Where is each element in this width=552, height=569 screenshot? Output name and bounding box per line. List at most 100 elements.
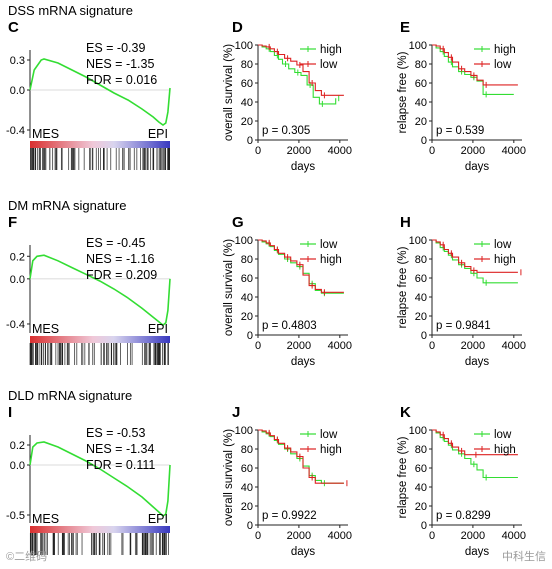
os-y-tick-label: 60 <box>241 463 253 475</box>
rf-p-value: p = 0.8299 <box>436 510 491 522</box>
os-panel-letter: G <box>232 214 244 231</box>
section-title: DSS mRNA signature <box>8 3 133 18</box>
os-y-tick-label: 100 <box>235 235 253 247</box>
rf-y-tick-label: 40 <box>415 482 427 494</box>
rf-p-value: p = 0.539 <box>436 125 484 137</box>
rf-x-axis-label: days <box>465 546 490 558</box>
gsea-es-value: ES = -0.45 <box>86 236 145 250</box>
gsea-nes-value: NES = -1.16 <box>86 252 154 266</box>
rf-x-tick-label: 4000 <box>502 530 526 542</box>
os-p-value: p = 0.305 <box>262 125 310 137</box>
os-y-axis-label: overall survival (%) <box>223 429 235 526</box>
gsea-y-tick-label: 0.0 <box>10 85 25 97</box>
os-x-tick-label: 2000 <box>287 340 311 352</box>
rf-x-tick-label: 4000 <box>502 340 526 352</box>
rf-y-tick-label: 0 <box>421 520 427 532</box>
section-title: DM mRNA signature <box>8 198 126 213</box>
gsea-y-tick-label: -0.4 <box>6 125 25 137</box>
os-y-tick-label: 60 <box>241 78 253 90</box>
gsea-y-tick-label: 0.0 <box>10 460 25 472</box>
rf-legend-label: high <box>494 444 516 456</box>
gsea-left-label: MES <box>32 322 59 336</box>
gsea-rank-gradient-bar <box>30 141 170 148</box>
rf-y-axis-label: relapse free (%) <box>397 51 409 133</box>
os-x-tick-label: 4000 <box>328 340 352 352</box>
gsea-fdr-value: FDR = 0.209 <box>86 268 157 282</box>
rf-x-tick-label: 0 <box>429 530 435 542</box>
os-y-tick-label: 20 <box>241 501 253 513</box>
gsea-panel-letter: F <box>8 214 17 231</box>
gsea-es-value: ES = -0.39 <box>86 41 145 55</box>
gsea-y-tick-label: 0.3 <box>10 55 25 67</box>
os-p-value: p = 0.4803 <box>262 320 317 332</box>
rf-x-tick-label: 0 <box>429 145 435 157</box>
os-x-axis-label: days <box>291 546 316 558</box>
os-y-tick-label: 40 <box>241 97 253 109</box>
rf-series-high-line <box>432 429 518 456</box>
rf-panel-letter: H <box>400 214 411 231</box>
os-y-tick-label: 80 <box>241 59 253 71</box>
os-y-tick-label: 0 <box>247 330 253 342</box>
gsea-nes-value: NES = -1.35 <box>86 57 154 71</box>
gsea-y-tick-label: 0.2 <box>10 251 25 263</box>
os-y-tick-label: 20 <box>241 116 253 128</box>
os-y-axis-label: overall survival (%) <box>223 239 235 336</box>
rf-y-tick-label: 100 <box>409 425 427 437</box>
rf-y-tick-label: 40 <box>415 97 427 109</box>
gsea-rank-gradient-bar <box>30 526 170 533</box>
rf-y-tick-label: 60 <box>415 273 427 285</box>
gsea-enrichment-curve <box>29 254 171 327</box>
os-x-axis-label: days <box>291 161 316 173</box>
os-series-high-line <box>258 44 337 105</box>
rf-y-tick-label: 40 <box>415 292 427 304</box>
rf-x-tick-label: 2000 <box>461 340 485 352</box>
os-y-tick-label: 100 <box>235 425 253 437</box>
os-y-tick-label: 20 <box>241 311 253 323</box>
gsea-panel-letter: C <box>8 19 19 36</box>
rf-legend-label: high <box>494 254 516 266</box>
os-y-tick-label: 100 <box>235 40 253 52</box>
os-x-tick-label: 4000 <box>328 530 352 542</box>
gsea-fdr-value: FDR = 0.111 <box>86 458 155 472</box>
rf-legend-label: low <box>494 429 512 441</box>
rf-y-tick-label: 100 <box>409 40 427 52</box>
os-legend-label: high <box>320 254 342 266</box>
os-y-tick-label: 40 <box>241 482 253 494</box>
rf-panel-letter: K <box>400 404 411 421</box>
rf-series-high-line <box>432 239 518 273</box>
rf-y-axis-label: relapse free (%) <box>397 246 409 328</box>
rf-x-tick-label: 2000 <box>461 530 485 542</box>
section-title: DLD mRNA signature <box>8 388 132 403</box>
os-p-value: p = 0.9922 <box>262 510 317 522</box>
os-x-axis-label: days <box>291 356 316 368</box>
gsea-right-label: EPI <box>148 322 168 336</box>
watermark-right: 中科生信 <box>502 549 546 563</box>
os-legend-label: low <box>320 239 338 251</box>
rf-y-tick-label: 80 <box>415 254 427 266</box>
os-series-high-line <box>258 429 344 484</box>
rf-x-axis-label: days <box>465 356 490 368</box>
os-x-tick-label: 0 <box>255 530 261 542</box>
rf-y-tick-label: 80 <box>415 59 427 71</box>
os-panel-letter: J <box>232 404 240 421</box>
os-y-tick-label: 60 <box>241 273 253 285</box>
os-legend-label: high <box>320 444 342 456</box>
rf-y-tick-label: 60 <box>415 78 427 90</box>
gsea-y-tick-label: -0.5 <box>6 510 25 522</box>
os-y-tick-label: 0 <box>247 520 253 532</box>
watermark-left: ©二维码 <box>6 550 47 563</box>
rf-y-tick-label: 80 <box>415 444 427 456</box>
gsea-y-tick-label: 0.2 <box>10 440 25 452</box>
os-legend-label: low <box>320 429 338 441</box>
os-x-tick-label: 0 <box>255 145 261 157</box>
gsea-nes-value: NES = -1.34 <box>86 442 154 456</box>
rf-y-tick-label: 0 <box>421 135 427 147</box>
os-y-tick-label: 40 <box>241 292 253 304</box>
os-legend-label: low <box>320 59 338 71</box>
gsea-enrichment-curve <box>29 441 171 518</box>
gsea-left-label: MES <box>32 127 59 141</box>
os-x-tick-label: 2000 <box>287 145 311 157</box>
os-x-tick-label: 0 <box>255 340 261 352</box>
rf-y-tick-label: 20 <box>415 501 427 513</box>
rf-x-tick-label: 2000 <box>461 145 485 157</box>
